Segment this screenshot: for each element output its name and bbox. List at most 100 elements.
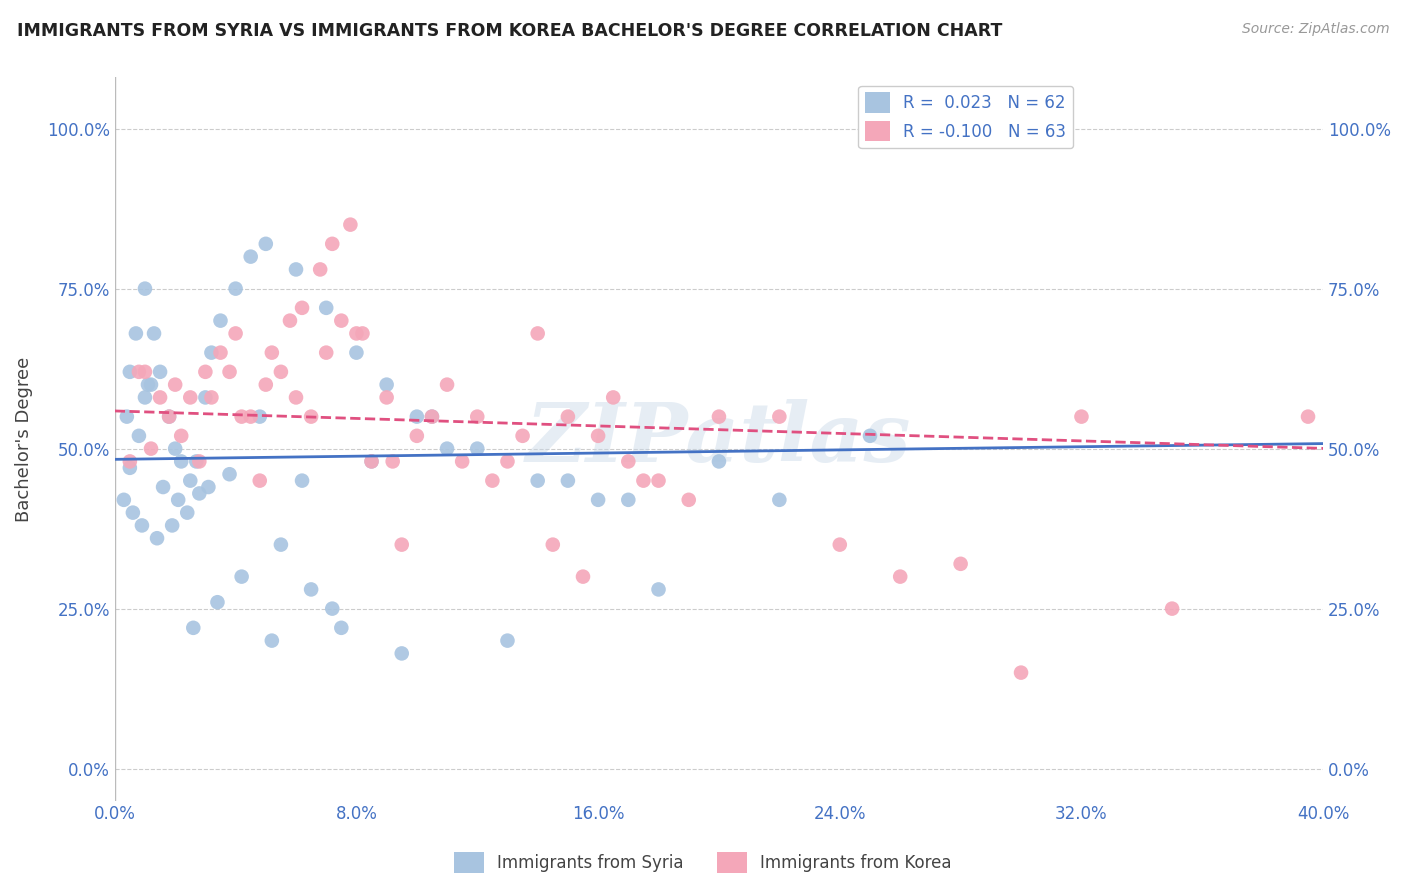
Point (176, 506, 198, 520)
Point (1010, 665, 1032, 680)
Point (128, 365, 150, 379)
Point (188, 486, 211, 500)
Point (285, 391, 308, 405)
Point (678, 492, 700, 507)
Point (526, 474, 548, 488)
Point (186, 454, 208, 468)
Point (465, 442, 488, 456)
Point (170, 429, 193, 443)
Point (512, 429, 534, 443)
Point (254, 236, 277, 251)
Point (209, 345, 232, 359)
Point (167, 492, 190, 507)
Point (360, 454, 382, 468)
Point (768, 409, 790, 424)
Point (118, 460, 141, 475)
Point (239, 409, 262, 424)
Point (451, 454, 474, 468)
Point (436, 442, 458, 456)
Point (321, 236, 343, 251)
Point (125, 326, 148, 341)
Point (541, 538, 564, 552)
Point (375, 391, 398, 405)
Point (602, 391, 624, 405)
Point (260, 345, 283, 359)
Point (352, 326, 374, 341)
Point (157, 409, 180, 424)
Point (239, 250, 262, 264)
Point (436, 377, 458, 392)
Point (270, 365, 292, 379)
Point (194, 391, 217, 405)
Point (557, 409, 579, 424)
Point (299, 582, 322, 597)
Legend: Immigrants from Syria, Immigrants from Korea: Immigrants from Syria, Immigrants from K… (447, 846, 959, 880)
Point (330, 313, 353, 327)
Point (496, 633, 519, 648)
Point (134, 365, 156, 379)
Point (405, 429, 427, 443)
Point (285, 262, 308, 277)
Point (647, 474, 669, 488)
Point (420, 409, 443, 424)
Point (165, 442, 187, 456)
Point (218, 365, 240, 379)
Point (828, 538, 851, 552)
Point (707, 454, 730, 468)
Text: ZIPatlas: ZIPatlas (526, 399, 911, 479)
Point (170, 454, 193, 468)
Point (152, 480, 174, 494)
Point (207, 595, 229, 609)
Point (112, 492, 135, 507)
Point (134, 391, 156, 405)
Point (586, 492, 609, 507)
Point (149, 391, 172, 405)
Point (360, 454, 382, 468)
Point (1070, 409, 1092, 424)
Point (291, 301, 314, 315)
Point (291, 474, 314, 488)
Point (586, 429, 609, 443)
Point (496, 454, 519, 468)
Point (197, 480, 219, 494)
Point (231, 409, 253, 424)
Point (346, 326, 368, 341)
Point (375, 377, 398, 392)
Point (179, 391, 201, 405)
Y-axis label: Bachelor's Degree: Bachelor's Degree (15, 357, 32, 522)
Point (405, 409, 427, 424)
Point (346, 345, 368, 359)
Point (225, 326, 247, 341)
Text: Source: ZipAtlas.com: Source: ZipAtlas.com (1241, 22, 1389, 37)
Point (254, 377, 277, 392)
Point (200, 345, 222, 359)
Point (139, 442, 162, 456)
Point (768, 492, 790, 507)
Point (118, 365, 141, 379)
Point (330, 621, 353, 635)
Point (617, 492, 640, 507)
Point (391, 647, 413, 661)
Point (188, 454, 211, 468)
Point (859, 429, 882, 443)
Point (420, 409, 443, 424)
Point (249, 474, 271, 488)
Point (194, 365, 217, 379)
Point (278, 313, 301, 327)
Point (200, 391, 222, 405)
Point (157, 409, 180, 424)
Point (465, 409, 488, 424)
Point (949, 557, 972, 571)
Point (315, 301, 337, 315)
Point (146, 531, 169, 545)
Point (160, 518, 183, 533)
Point (633, 474, 655, 488)
Point (481, 474, 503, 488)
Point (131, 518, 153, 533)
Point (1161, 601, 1184, 615)
Point (299, 409, 322, 424)
Point (557, 474, 579, 488)
Point (136, 377, 159, 392)
Point (179, 474, 201, 488)
Point (134, 282, 156, 296)
